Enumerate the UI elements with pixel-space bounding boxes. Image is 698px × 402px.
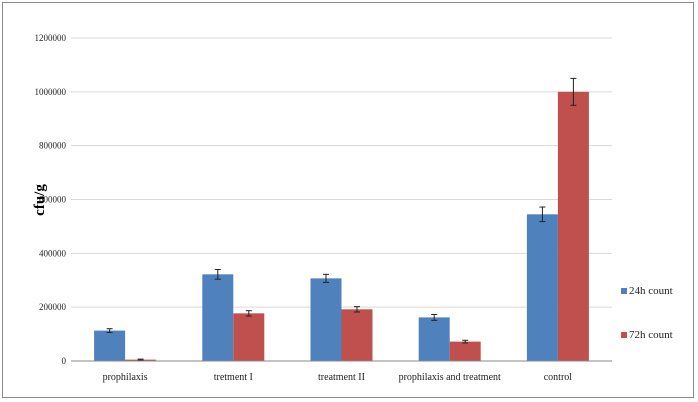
legend-label: 72h count [629,329,673,341]
gridlines [71,37,612,308]
bar-72h [341,309,373,361]
legend-swatch [621,332,627,338]
y-tick-label: 200000 [39,302,67,312]
x-tick-label: prophilaxis [103,372,148,383]
y-axis-label: cfu/g [32,184,48,216]
bar-24h [418,317,450,361]
y-tick-label: 1200000 [35,33,67,43]
x-tick-label: control [544,372,573,383]
bars [94,77,589,361]
y-tick-label: 600000 [39,195,67,205]
y-tick-label: 400000 [39,248,67,258]
legend: 24h count 72h count [621,285,673,341]
y-tick-label: 1000000 [35,87,67,97]
x-axis: prophilaxis tretment I treatment II prophil… [71,360,612,383]
legend-label: 24h count [629,285,673,297]
bar-72h [233,313,265,361]
x-tick-label: treatment II [318,372,365,383]
bar-24h [526,214,558,361]
bar-72h [557,91,589,361]
y-tick-label: 800000 [39,141,67,151]
x-tick-label: tretment I [214,372,253,383]
y-tick-label: 0 [62,356,67,366]
bar-24h [94,330,126,361]
bar-72h [449,341,481,361]
y-axis: 0 200000 400000 600000 800000 1000000 1200000 [35,33,67,366]
x-tick-label: prophilaxis and treatment [399,372,501,383]
legend-swatch [621,288,627,294]
bar-24h [202,274,234,361]
bar-24h [310,278,342,361]
